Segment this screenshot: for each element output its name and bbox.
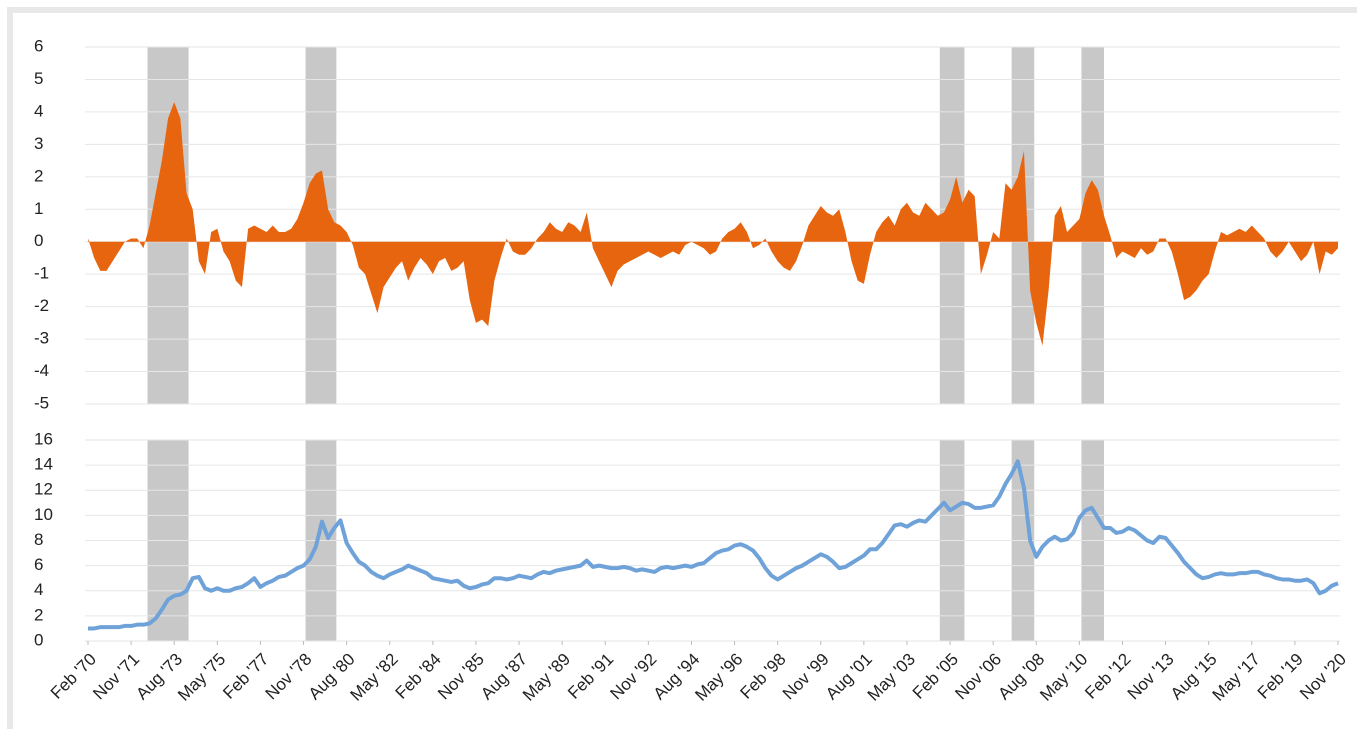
y-tick-label: 0 [34,231,43,250]
y-tick-label: 5 [34,69,43,88]
y2-tick-label: 6 [34,555,43,574]
y2-tick-label: 16 [34,429,53,448]
y2-tick-label: 2 [34,605,43,624]
y-tick-label: -5 [34,393,49,412]
y-tick-label: 6 [34,36,43,55]
y2-tick-label: 4 [34,580,43,599]
y-tick-label: 1 [34,199,43,218]
y-tick-label: -2 [34,296,49,315]
y2-tick-label: 8 [34,530,43,549]
line [88,459,1339,631]
grid [85,46,1340,645]
y2-tick-label: 14 [34,455,53,474]
y2-tick-label: 10 [34,505,53,524]
y-tick-label: -4 [34,361,49,380]
y-tick-label: -1 [34,264,49,283]
y2-tick-label: 12 [34,480,53,499]
y-tick-label: 2 [34,166,43,185]
area [88,102,1338,346]
y-tick-label: 4 [34,101,43,120]
y2-tick-label: 0 [34,630,43,649]
frame [7,7,1357,729]
y-tick-label: 3 [34,134,43,153]
marks [88,102,1339,631]
y-tick-label: -3 [34,329,49,348]
